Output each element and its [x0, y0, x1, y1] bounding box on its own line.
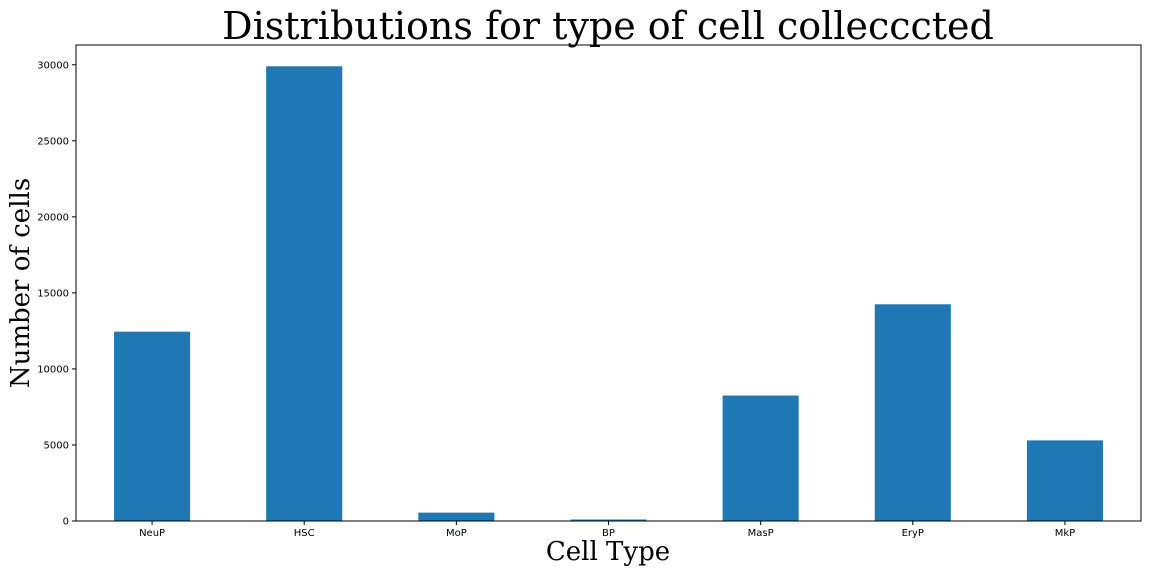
x-tick-label: MasP: [748, 528, 774, 539]
bar-bp: [570, 519, 647, 521]
bar-mkp: [1026, 440, 1103, 521]
y-tick-label: 0: [63, 517, 69, 528]
x-tick-label: BP: [602, 528, 615, 539]
bars-group: [114, 66, 1103, 521]
x-axis-label: Cell Type: [546, 537, 670, 567]
bar-hsc: [266, 66, 343, 521]
y-tick-label: 5000: [44, 440, 69, 451]
plot-frame: [75, 44, 1142, 522]
y-ticks-group: 0 5000 10000 15000 20000 25000 30000: [37, 60, 76, 528]
y-tick-label: 10000: [37, 364, 69, 375]
y-tick-label: 15000: [37, 288, 69, 299]
y-tick-label: 20000: [37, 212, 69, 223]
chart-title: Distributions for type of cell colleccct…: [222, 4, 994, 48]
x-tick-label: EryP: [902, 528, 924, 539]
bar-neup: [114, 331, 191, 521]
bar-eryp: [874, 304, 951, 521]
x-ticks-group: NeuP HSC MoP BP MasP EryP MkP: [139, 521, 1075, 539]
x-tick-label: HSC: [294, 528, 315, 539]
x-tick-label: MoP: [446, 528, 467, 539]
x-tick-label: MkP: [1055, 528, 1075, 539]
bar-mop: [418, 512, 495, 521]
y-tick-label: 30000: [37, 60, 69, 71]
y-axis-label: Number of cells: [6, 178, 36, 388]
y-tick-label: 25000: [37, 136, 69, 147]
bar-masp: [722, 395, 799, 521]
x-tick-label: NeuP: [139, 528, 165, 539]
